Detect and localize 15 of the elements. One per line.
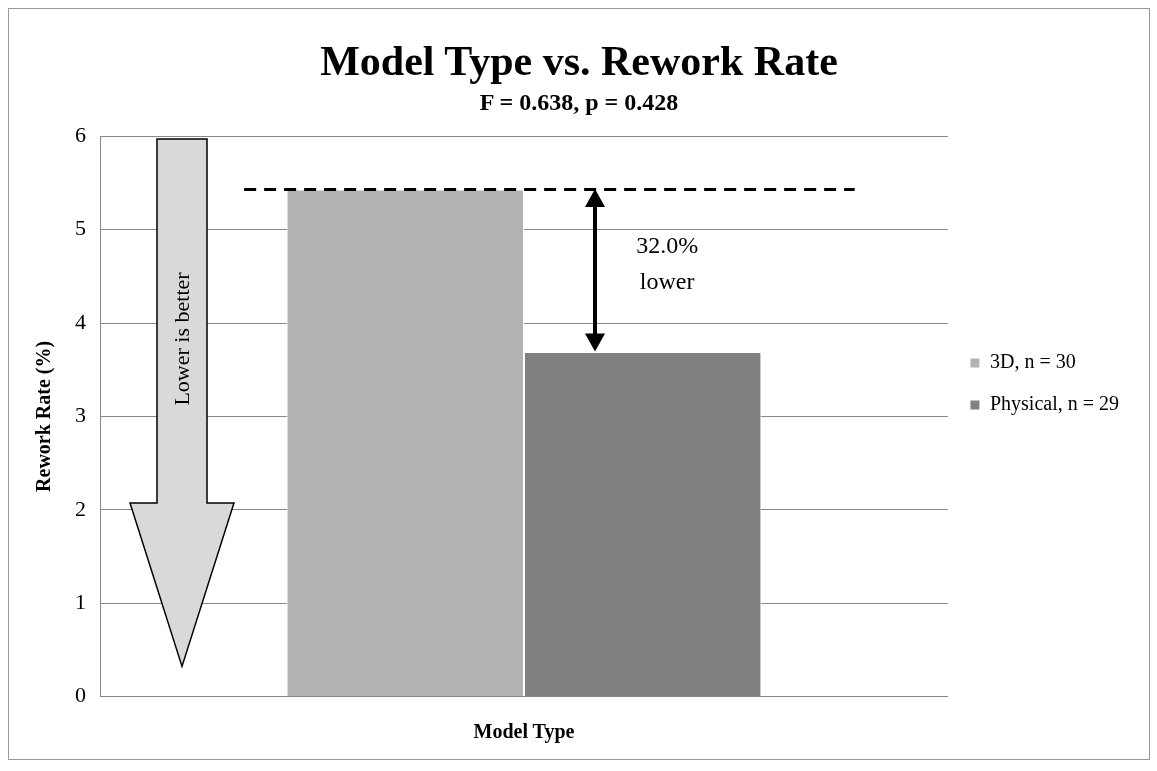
chart-title: Model Type vs. Rework Rate (320, 38, 838, 85)
annotation: 32.0% lower (635, 230, 700, 296)
y-tick-label: 4 (75, 308, 86, 334)
y-tick-label: 5 (75, 215, 86, 241)
y-tick-label: 1 (75, 588, 86, 614)
annotation: Lower is better (169, 272, 195, 406)
y-axis-title: Rework Rate (%) (32, 340, 56, 492)
y-tick-label: 2 (75, 495, 86, 521)
x-axis-title: Model Type (473, 720, 575, 744)
y-tick-label: 6 (75, 121, 86, 147)
y-tick-label: 3 (75, 402, 86, 428)
legend-label: Physical, n = 29 (989, 392, 1120, 416)
legend-label: 3D, n = 30 (989, 350, 1076, 373)
y-tick-label: 0 (75, 682, 86, 708)
chart-subtitle: F = 0.638, p = 0.428 (479, 89, 679, 115)
